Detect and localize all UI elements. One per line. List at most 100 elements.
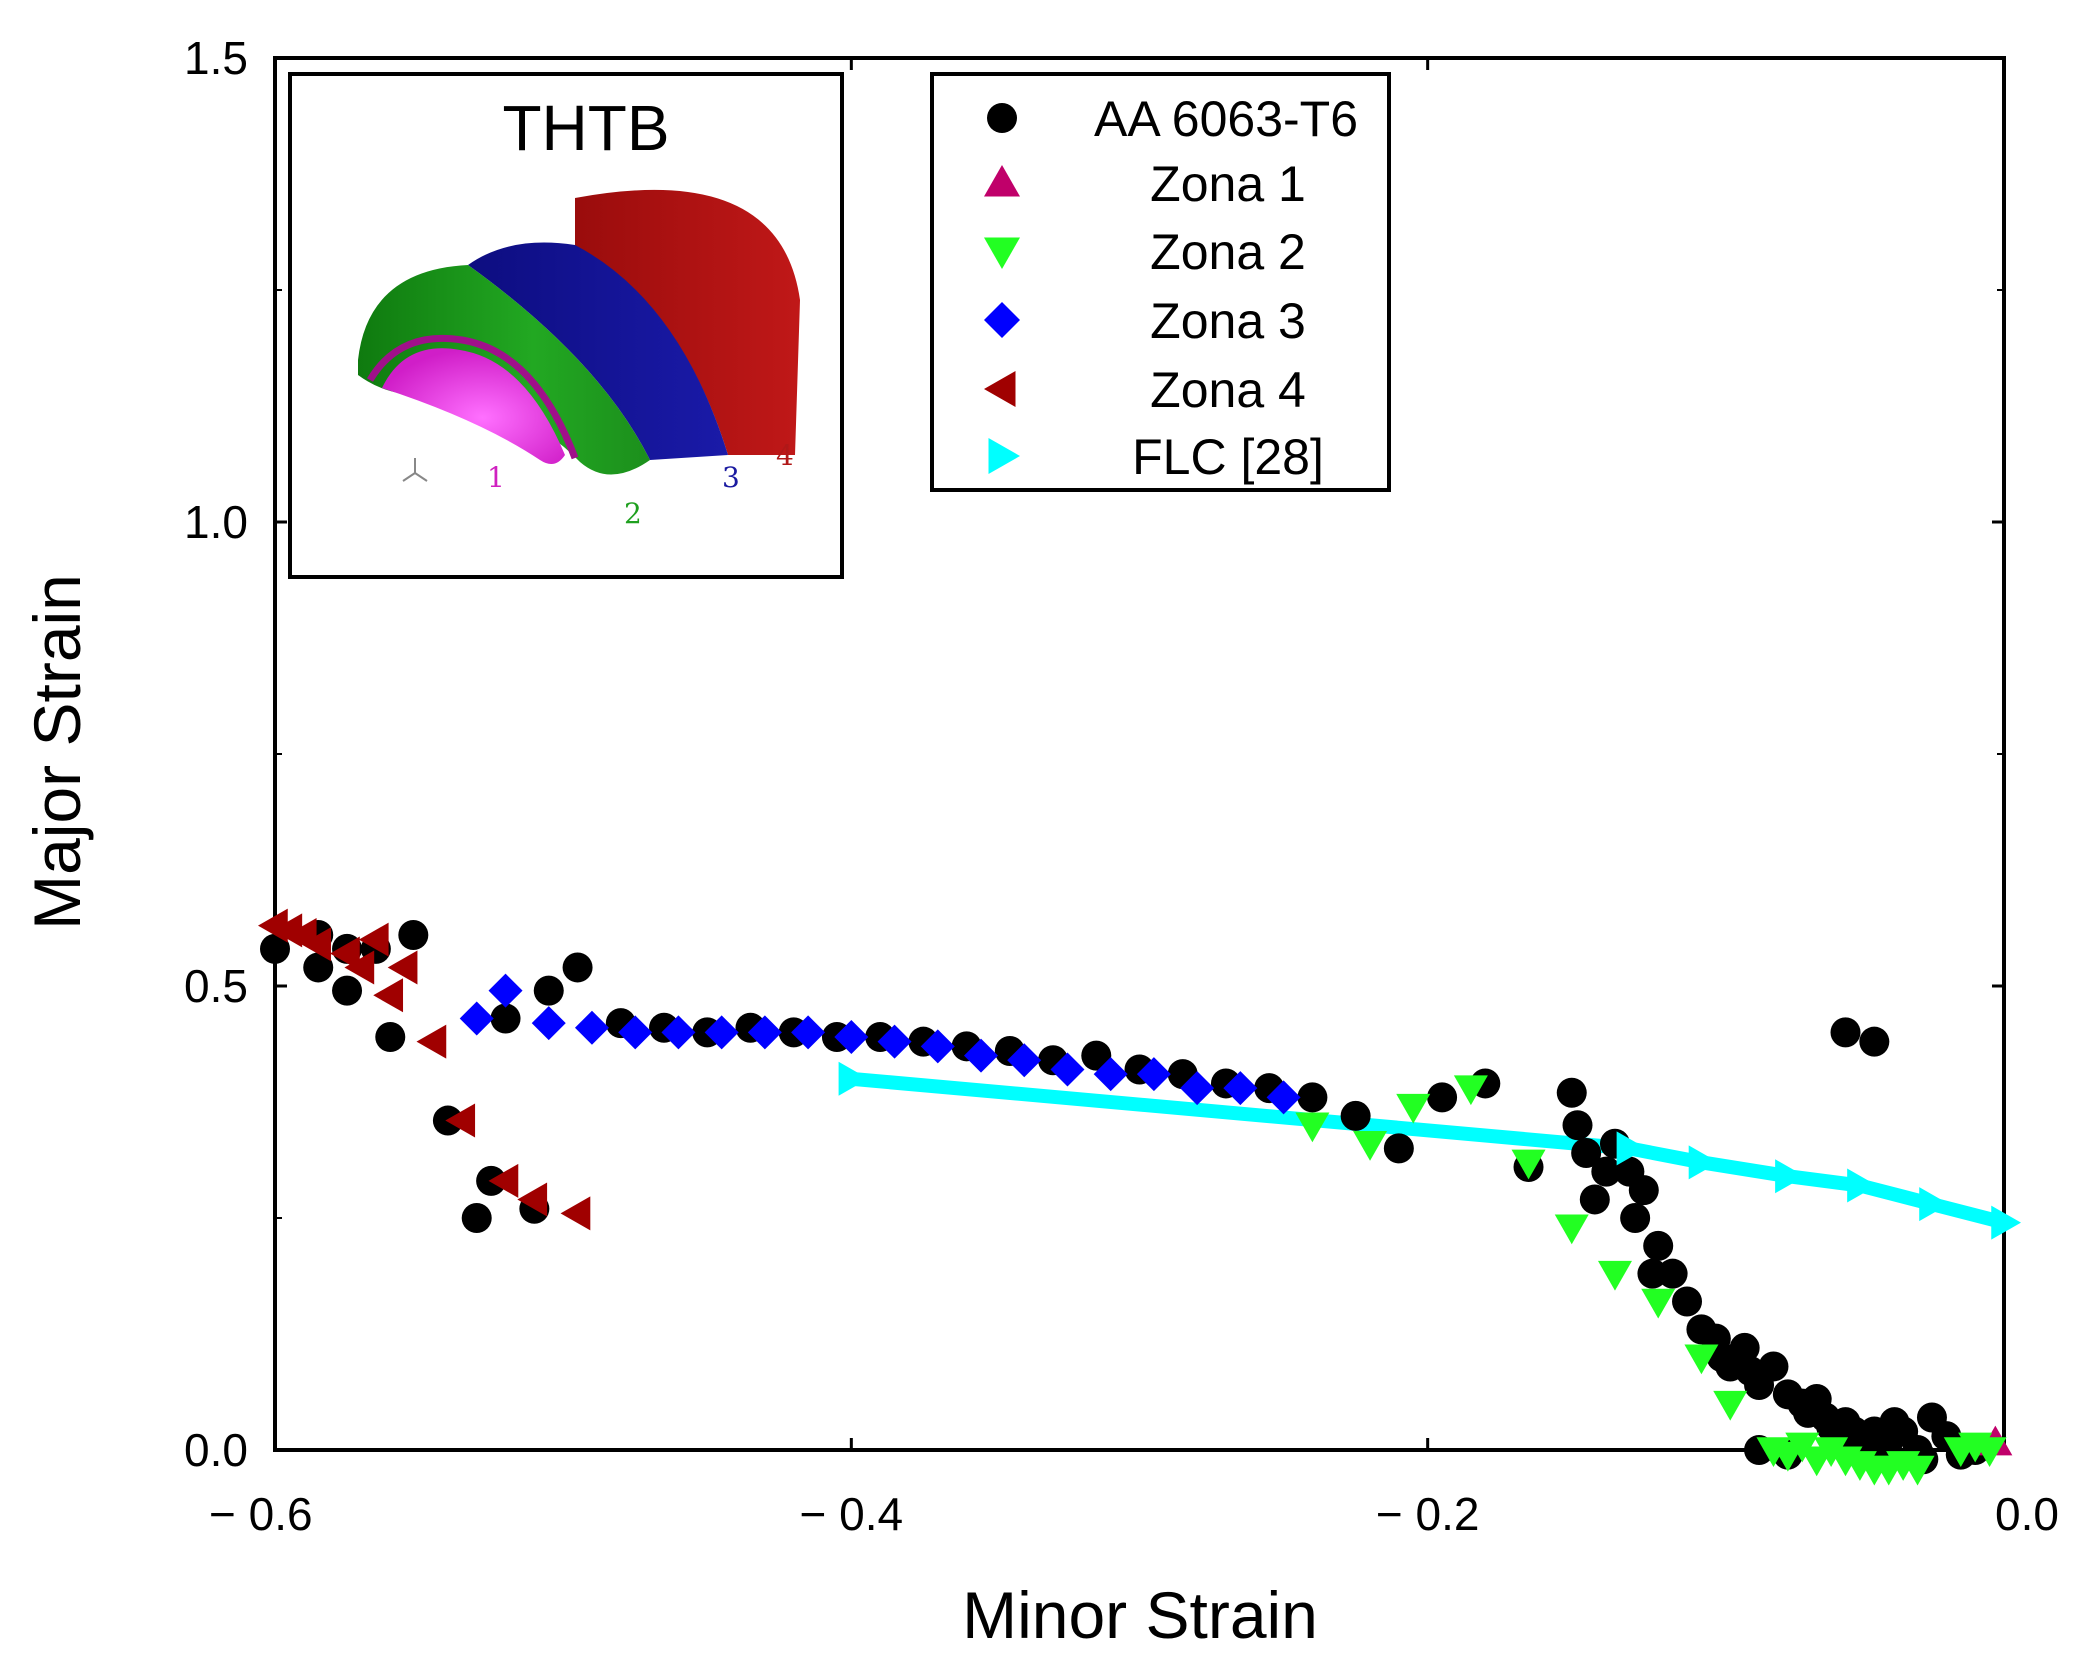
data-point-zona-4 xyxy=(330,936,360,971)
coordinate-axes-icon xyxy=(402,458,428,482)
data-point-zona-4 xyxy=(560,1196,591,1231)
data-point-zona-3 xyxy=(1180,1071,1215,1106)
data-point-zona-4 xyxy=(488,1163,519,1198)
data-point-zona-3 xyxy=(1136,1057,1171,1092)
data-point-zona-2 xyxy=(1353,1131,1388,1161)
data-point-aa-6063-t6 xyxy=(1620,1203,1651,1233)
data-point-flc-28 xyxy=(1688,1145,1719,1180)
legend-label-aa-6063-t6: AA 6063-T6 xyxy=(1094,91,1358,147)
data-point-aa-6063-t6 xyxy=(490,1003,521,1034)
data-point-flc-28 xyxy=(1775,1159,1805,1194)
data-point-aa-6063-t6 xyxy=(1297,1082,1328,1113)
dome-zone-1-rim xyxy=(366,334,579,460)
data-point-zona-2 xyxy=(1511,1149,1546,1180)
data-point-aa-6063-t6 xyxy=(375,1022,406,1053)
data-point-zona-3 xyxy=(1050,1052,1085,1087)
x-tick-label: 0.0 xyxy=(1995,1488,2059,1540)
data-point-aa-6063-t6 xyxy=(1729,1332,1760,1363)
legend-items: AA 6063-T6 Zona 1 Zona 2 Zona 3 Zona 4 FLC [2… xyxy=(984,91,1358,485)
data-point-zona-3 xyxy=(1266,1080,1301,1115)
data-point-zona-2 xyxy=(1641,1288,1676,1319)
data-point-zona-2 xyxy=(1295,1112,1330,1143)
data-point-flc-28 xyxy=(1616,1131,1647,1166)
data-point-zona-3 xyxy=(704,1015,739,1050)
data-point-zona-3 xyxy=(964,1038,999,1073)
data-point-zona-4 xyxy=(387,950,418,985)
data-point-flc-28 xyxy=(838,1061,869,1096)
dome-zone-4 xyxy=(575,189,800,455)
x-tick-label: − 0.4 xyxy=(800,1488,904,1540)
zone-label-2: 2 xyxy=(624,497,642,530)
data-point-aa-6063-t6 xyxy=(1672,1286,1703,1317)
data-point-zona-3 xyxy=(661,1015,696,1050)
legend-marker-flc-28 xyxy=(988,438,1020,474)
data-point-zona-3 xyxy=(1007,1043,1042,1078)
data-point-zona-4 xyxy=(301,927,331,962)
legend-label-zona-3: Zona 3 xyxy=(1150,293,1306,349)
series-flc-28 xyxy=(838,1061,2021,1240)
legend-frame xyxy=(930,72,1391,492)
data-point-aa-6063-t6 xyxy=(398,919,429,950)
legend-marker-aa-6063-t6 xyxy=(987,103,1017,133)
data-point-aa-6063-t6 xyxy=(562,952,593,983)
data-point-zona-4 xyxy=(517,1182,548,1217)
data-point-zona-3 xyxy=(1223,1071,1258,1106)
data-point-aa-6063-t6 xyxy=(1657,1258,1688,1289)
legend: AA 6063-T6 Zona 1 Zona 2 Zona 3 Zona 4 FLC [2… xyxy=(930,72,1391,492)
data-point-aa-6063-t6 xyxy=(1859,1026,1890,1057)
legend-label-zona-4: Zona 4 xyxy=(1150,362,1306,418)
data-point-aa-6063-t6 xyxy=(1562,1110,1593,1141)
data-point-zona-3 xyxy=(618,1015,653,1050)
data-point-aa-6063-t6 xyxy=(303,952,334,983)
data-point-zona-2 xyxy=(1554,1214,1589,1245)
data-point-zona-2 xyxy=(1814,1437,1849,1467)
x-tick-label: − 0.6 xyxy=(209,1488,313,1540)
legend-marker-zona-4 xyxy=(984,371,1016,407)
legend-label-zona-1: Zona 1 xyxy=(1150,156,1306,212)
data-point-zona-2 xyxy=(1597,1260,1632,1291)
data-point-aa-6063-t6 xyxy=(1556,1077,1587,1108)
data-point-aa-6063-t6 xyxy=(332,975,363,1006)
zone-label-1: 1 xyxy=(487,461,505,494)
data-point-flc-28 xyxy=(1847,1168,1877,1203)
data-point-aa-6063-t6 xyxy=(1591,1156,1622,1187)
series-layer xyxy=(258,908,2021,1486)
data-point-zona-3 xyxy=(488,973,523,1008)
data-point-aa-6063-t6 xyxy=(1427,1082,1458,1113)
data-point-aa-6063-t6 xyxy=(1579,1184,1610,1215)
zone-label-3: 3 xyxy=(722,461,740,494)
legend-label-flc-28: FLC [28] xyxy=(1132,429,1324,485)
data-point-zona-3 xyxy=(459,1001,494,1036)
dome-zone-1 xyxy=(382,348,565,464)
data-point-zona-3 xyxy=(531,1006,566,1041)
data-point-zona-3 xyxy=(1093,1057,1128,1092)
series-zona-4 xyxy=(258,908,591,1231)
y-axis-title: Major Strain xyxy=(20,574,94,930)
axis-tick-labels: − 0.6 − 0.4 − 0.2 0.0 0.0 0.5 1.0 1.5 xyxy=(184,32,2059,1540)
data-point-zona-2 xyxy=(1453,1075,1488,1106)
data-point-aa-6063-t6 xyxy=(533,975,564,1006)
data-point-zona-4 xyxy=(445,1103,476,1138)
data-point-zona-3 xyxy=(920,1029,955,1064)
data-point-zona-3 xyxy=(877,1024,912,1059)
data-point-aa-6063-t6 xyxy=(1628,1175,1659,1206)
data-point-zona-3 xyxy=(834,1020,869,1055)
data-point-zona-3 xyxy=(747,1015,782,1050)
y-tick-label: 1.5 xyxy=(184,32,248,84)
data-point-zona-4 xyxy=(373,978,404,1013)
dome-illustration xyxy=(358,189,800,475)
inset-panel: THTB 1 2 3 4 xyxy=(288,72,844,579)
data-point-zona-2 xyxy=(1684,1344,1719,1375)
legend-marker-zona-1 xyxy=(984,165,1020,197)
series-zona-3 xyxy=(459,973,1301,1115)
data-point-aa-6063-t6 xyxy=(1340,1100,1371,1131)
y-tick-label: 1.0 xyxy=(184,496,248,548)
data-point-zona-3 xyxy=(791,1015,826,1050)
data-point-aa-6063-t6 xyxy=(461,1203,492,1233)
legend-label-zona-2: Zona 2 xyxy=(1150,224,1306,280)
data-point-aa-6063-t6 xyxy=(260,933,290,964)
legend-marker-zona-3 xyxy=(984,302,1020,338)
dome-zone-3 xyxy=(468,242,728,460)
data-point-zona-4 xyxy=(344,950,375,985)
